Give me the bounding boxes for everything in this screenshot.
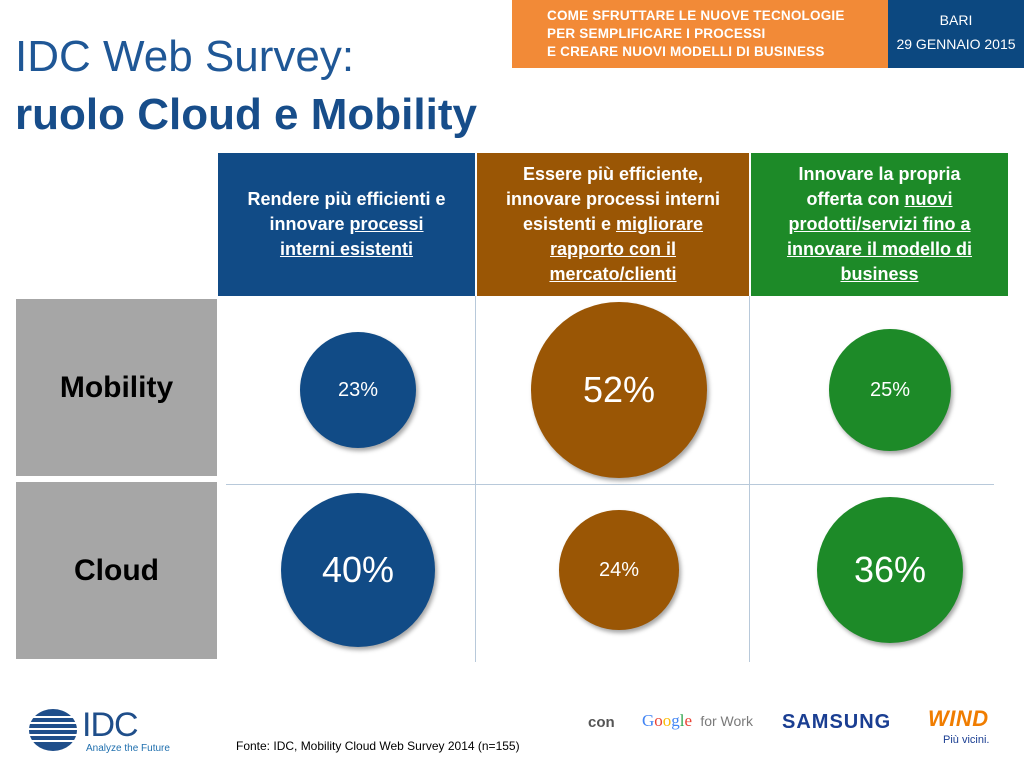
column-header-line: innovare processi (269, 212, 423, 237)
bubble-cloud-customer-relationship: 24% (559, 510, 679, 630)
wind-logo: WIND Più vicini. (928, 706, 1008, 756)
idc-logo: IDC Analyze the Future (28, 706, 188, 758)
column-header-line: esistenti e migliorare (523, 212, 703, 237)
column-header-line: innovare il modello di (787, 237, 972, 262)
event-date: 29 GENNAIO 2015 (896, 36, 1016, 52)
column-header-line: Rendere più efficienti e (247, 187, 445, 212)
column-header-line: mercato/clienti (549, 262, 676, 287)
column-header-line: rapporto con il (550, 237, 676, 262)
column-header-text: innovare processi interni (505, 189, 721, 209)
column-header-text: Essere più efficiente, (522, 164, 704, 184)
column-header-text: interni esistenti (279, 239, 414, 259)
grid-divider-vertical-2 (749, 296, 750, 662)
event-city: BARI (939, 12, 973, 28)
event-date-box: BARI 29 GENNAIO 2015 (888, 0, 1024, 68)
column-header-line: offerta con nuovi (806, 187, 952, 212)
bubble-mobility-efficiency: 23% (299, 331, 417, 449)
sponsor-intro: con (588, 714, 615, 731)
row-label-mobility: Mobility (59, 370, 174, 404)
column-header-text: business (840, 264, 919, 284)
idc-logo-text: IDC (82, 706, 139, 744)
column-header-line: business (840, 262, 918, 287)
column-header-text: migliorare (616, 214, 704, 234)
bubble-value: 36% (853, 548, 927, 590)
column-header-customer-relationship: Essere più efficiente, innovare processi … (477, 153, 749, 296)
column-header-line: Innovare la propria (798, 162, 960, 187)
slide-title-line-1: IDC Web Survey: (15, 32, 355, 81)
column-header-text: processi (349, 214, 424, 234)
column-header-business-model: Innovare la propria offerta con nuovi prod… (751, 153, 1008, 296)
google-for-work-text: for Work (700, 713, 753, 729)
google-wordmark: Google (642, 711, 693, 730)
idc-globe-icon (28, 709, 78, 751)
column-header-text: nuovi (904, 189, 953, 209)
column-header-line: Essere più efficiente, (523, 162, 703, 187)
column-header-line: interni esistenti (280, 237, 413, 262)
bubble-value: 24% (598, 558, 639, 581)
wind-wordmark: WIND (928, 706, 989, 731)
row-label-cloud: Cloud (74, 553, 159, 587)
column-header-text: Innovare la propria (798, 164, 961, 184)
wind-tagline: Più vicini. (943, 734, 990, 746)
grid-divider-horizontal (226, 484, 994, 485)
bubble-mobility-business-model: 25% (829, 329, 951, 451)
google-for-work-logo: Google for Work (642, 711, 753, 731)
event-banner-line-1: COME SFRUTTARE LE NUOVE TECNOLOGIE (547, 8, 845, 23)
idc-tagline: Analyze the Future (86, 743, 170, 754)
event-banner-line-2: PER SEMPLIFICARE I PROCESSI (547, 26, 766, 41)
row-header-mobility: Mobility (16, 299, 217, 476)
bubble-cloud-efficiency: 40% (281, 493, 435, 647)
column-header-text: esistenti e (522, 214, 616, 234)
column-header-text: mercato/clienti (549, 264, 677, 284)
column-header-text: rapporto con il (550, 239, 676, 259)
bubble-value: 40% (321, 549, 395, 590)
bubble-value: 23% (337, 378, 378, 401)
column-header-text: Rendere più efficienti e (247, 189, 446, 209)
grid-divider-vertical-1 (475, 296, 476, 662)
column-header-line: prodotti/servizi fino a (788, 212, 970, 237)
samsung-logo: SAMSUNG (782, 711, 892, 733)
column-header-line: innovare processi interni (506, 187, 720, 212)
source-note: Fonte: IDC, Mobility Cloud Web Survey 20… (236, 739, 520, 753)
bubble-value: 52% (582, 368, 656, 410)
column-header-text: innovare (269, 214, 350, 234)
slide-title-line-2: ruolo Cloud e Mobility (15, 90, 477, 139)
event-banner: COME SFRUTTARE LE NUOVE TECNOLOGIE PER S… (512, 0, 888, 68)
bubble-value: 25% (869, 378, 910, 401)
row-header-cloud: Cloud (16, 482, 217, 659)
column-header-text: offerta con (806, 189, 905, 209)
bubble-cloud-business-model: 36% (816, 496, 964, 644)
column-header-efficiency: Rendere più efficienti e innovare process… (218, 153, 475, 296)
bubble-mobility-customer-relationship: 52% (531, 302, 707, 478)
event-banner-line-3: E CREARE NUOVI MODELLI DI BUSINESS (547, 44, 825, 59)
column-header-text: innovare il modello di (786, 239, 973, 259)
column-header-text: prodotti/servizi fino a (788, 214, 971, 234)
